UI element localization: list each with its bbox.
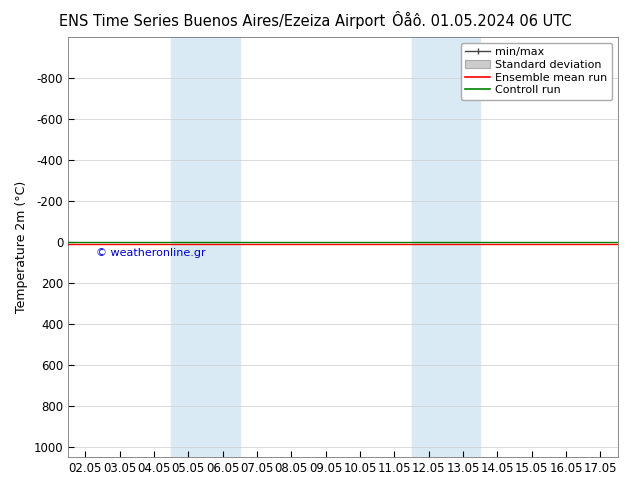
Text: © weatheronline.gr: © weatheronline.gr xyxy=(96,248,205,258)
Legend: min/max, Standard deviation, Ensemble mean run, Controll run: min/max, Standard deviation, Ensemble me… xyxy=(461,43,612,100)
Bar xyxy=(411,37,480,457)
Text: ENS Time Series Buenos Aires/Ezeiza Airport: ENS Time Series Buenos Aires/Ezeiza Airp… xyxy=(59,14,385,29)
Y-axis label: Temperature 2m (°C): Temperature 2m (°C) xyxy=(15,181,28,313)
Text: Ôåô. 01.05.2024 06 UTC: Ôåô. 01.05.2024 06 UTC xyxy=(392,14,572,29)
Bar xyxy=(171,37,240,457)
